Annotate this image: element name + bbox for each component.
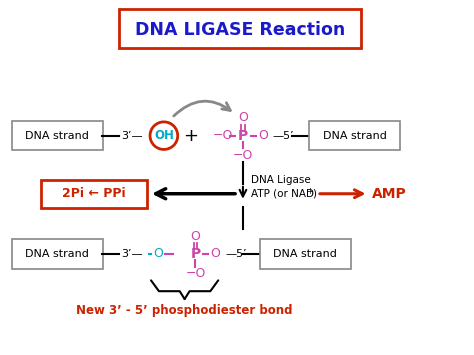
Text: AMP: AMP — [373, 187, 407, 201]
Text: O: O — [238, 111, 248, 125]
Text: 3’—: 3’— — [121, 249, 143, 259]
Text: ): ) — [312, 189, 316, 199]
Text: +: + — [183, 127, 198, 145]
Text: New 3’ - 5’ phosphodiester bond: New 3’ - 5’ phosphodiester bond — [76, 304, 293, 317]
Text: DNA strand: DNA strand — [273, 249, 337, 259]
Text: +: + — [306, 187, 313, 196]
Text: OH: OH — [154, 129, 174, 142]
Text: DNA LIGASE Reaction: DNA LIGASE Reaction — [135, 21, 345, 39]
Text: —5’—: —5’— — [225, 249, 258, 259]
Text: DNA strand: DNA strand — [25, 131, 89, 141]
Circle shape — [150, 122, 178, 149]
Text: 2Pi ← PPi: 2Pi ← PPi — [62, 187, 126, 200]
Text: —5’—: —5’— — [273, 131, 305, 141]
Text: −O: −O — [233, 149, 253, 162]
Text: P: P — [191, 247, 201, 261]
Text: O: O — [191, 230, 201, 242]
FancyBboxPatch shape — [12, 239, 102, 268]
Text: O: O — [210, 247, 220, 260]
Text: O: O — [153, 247, 163, 260]
Text: 3’—: 3’— — [121, 131, 143, 141]
Text: ATP (or NAD: ATP (or NAD — [251, 189, 314, 199]
Text: O: O — [258, 129, 268, 142]
Text: −O: −O — [185, 267, 206, 280]
FancyBboxPatch shape — [260, 239, 351, 268]
Text: DNA Ligase: DNA Ligase — [251, 175, 310, 185]
Text: P: P — [238, 129, 248, 143]
Text: DNA strand: DNA strand — [323, 131, 386, 141]
Text: DNA strand: DNA strand — [25, 249, 89, 259]
FancyBboxPatch shape — [12, 121, 102, 151]
FancyArrowPatch shape — [174, 101, 230, 116]
FancyBboxPatch shape — [119, 9, 361, 48]
Text: −O: −O — [213, 129, 233, 142]
FancyBboxPatch shape — [41, 180, 147, 208]
FancyBboxPatch shape — [309, 121, 400, 151]
